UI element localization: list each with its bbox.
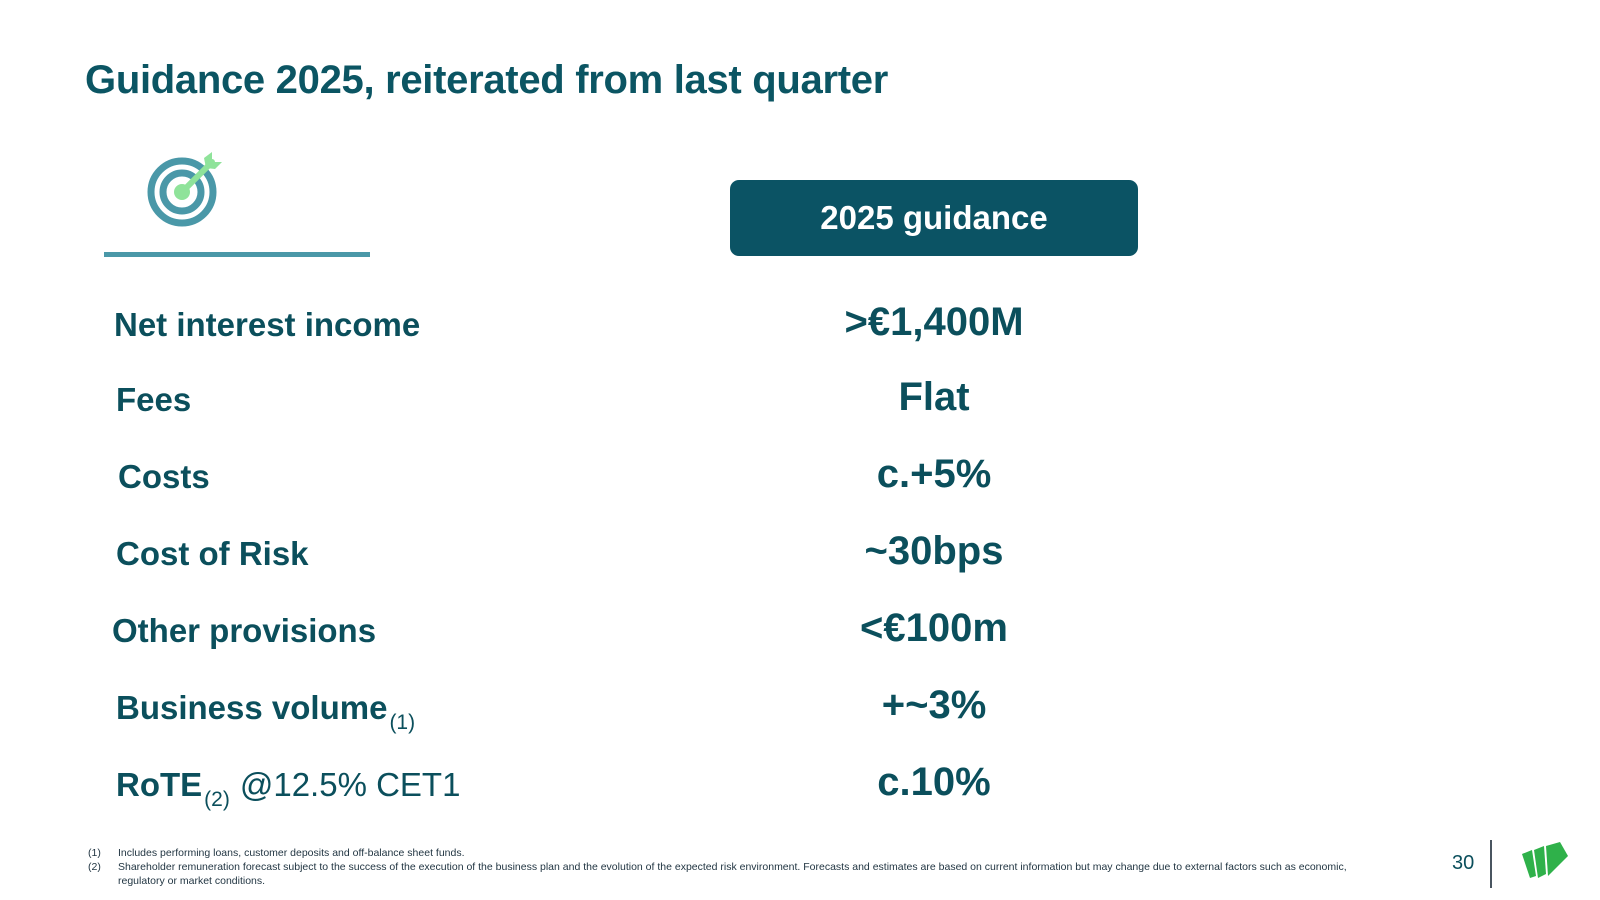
row-label: Fees <box>116 381 192 418</box>
guidance-row-other-provisions: Other provisions <€100m <box>0 604 1600 664</box>
row-value: ~30bps <box>864 529 1004 573</box>
footnote-number: (1) <box>88 847 101 859</box>
guidance-row-costs: Costs c.+5% <box>0 450 1600 510</box>
section-underline <box>104 252 370 257</box>
row-value: c.+5% <box>876 452 992 496</box>
footnote-text: Shareholder remuneration forecast subjec… <box>118 861 1347 887</box>
row-value: >€1,400M <box>844 300 1024 344</box>
row-label: Business volume(1) <box>116 689 416 734</box>
target-arrow-icon <box>147 152 222 227</box>
page-number: 30 <box>1452 852 1475 874</box>
guidance-row-cost-of-risk: Cost of Risk ~30bps <box>0 527 1600 587</box>
row-value: +~3% <box>881 683 987 727</box>
row-value: Flat <box>898 375 970 419</box>
footnote-text: Includes performing loans, customer depo… <box>118 847 465 859</box>
footnote-number: (2) <box>88 861 101 873</box>
bank-logo-icon <box>1522 842 1568 878</box>
row-value: <€100m <box>860 606 1008 650</box>
row-label-suffix: @12.5% CET1 <box>239 766 461 803</box>
row-label: Net interest income <box>114 306 421 343</box>
page-title: Guidance 2025, reiterated from last quar… <box>85 58 888 102</box>
footer-divider <box>1490 840 1492 888</box>
footnote-ref: (1) <box>389 711 416 734</box>
footnote: (1) Includes performing loans, customer … <box>88 846 1348 860</box>
footnote: (2) Shareholder remuneration forecast su… <box>88 860 1348 888</box>
footnotes: (1) Includes performing loans, customer … <box>88 846 1348 888</box>
guidance-row-fees: Fees Flat <box>0 373 1600 433</box>
guidance-row-business-volume: Business volume(1) +~3% <box>0 681 1600 741</box>
row-label: Cost of Risk <box>116 535 309 572</box>
row-label: Other provisions <box>112 612 377 649</box>
row-label: Costs <box>118 458 210 495</box>
footnote-ref: (2) <box>204 788 230 811</box>
guidance-column-header: 2025 guidance <box>730 180 1138 256</box>
guidance-row-net-interest-income: Net interest income >€1,400M <box>0 298 1600 358</box>
row-value: c.10% <box>877 760 991 804</box>
row-label: RoTE(2) @12.5% CET1 <box>116 766 461 811</box>
guidance-row-rote: RoTE(2) @12.5% CET1 c.10% <box>0 758 1600 818</box>
